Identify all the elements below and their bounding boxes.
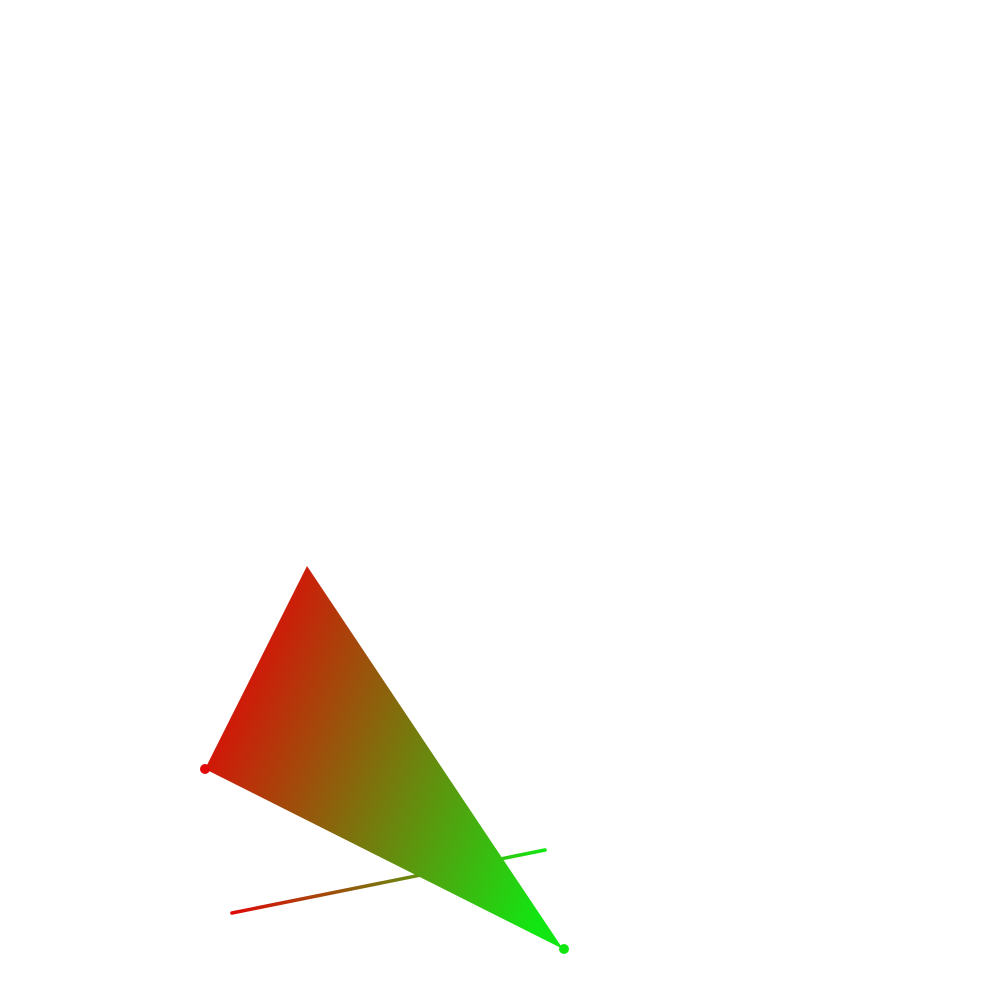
red-dot [200, 764, 210, 774]
green-dot [559, 944, 569, 954]
gradient-triangle [205, 566, 563, 949]
